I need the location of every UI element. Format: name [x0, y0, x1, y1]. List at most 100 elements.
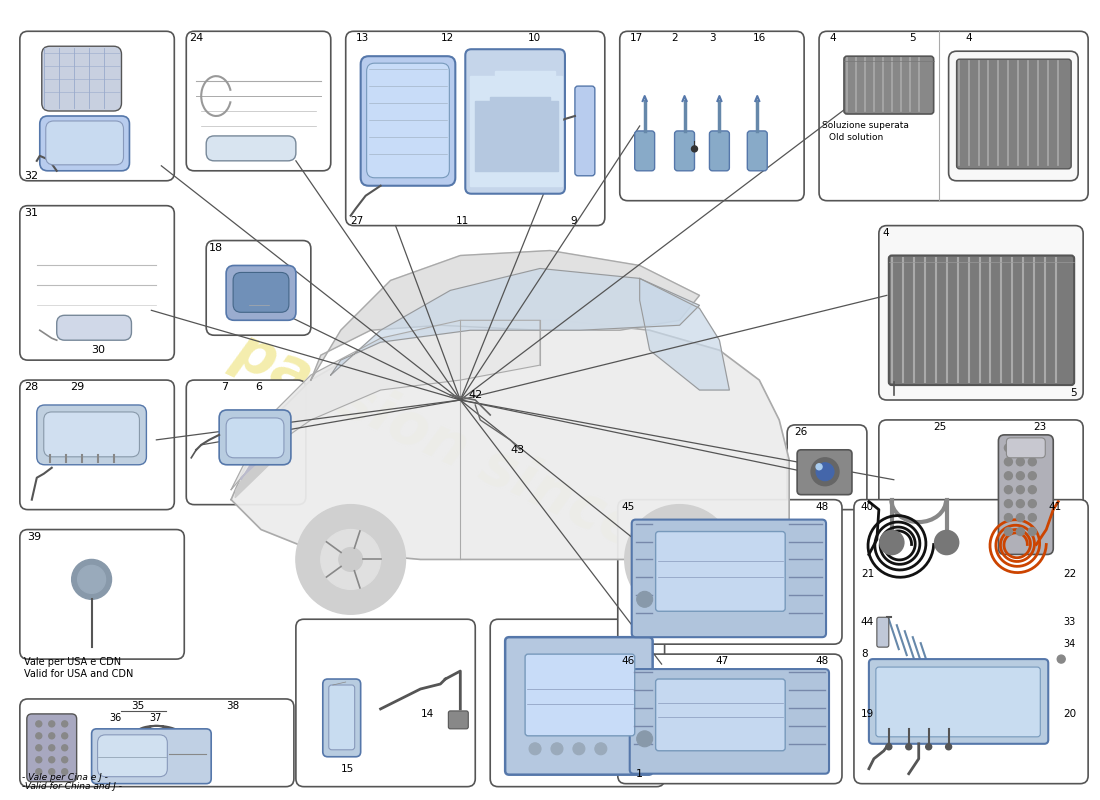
FancyBboxPatch shape [322, 679, 361, 757]
Circle shape [1028, 472, 1036, 480]
Text: 37: 37 [150, 713, 162, 723]
Circle shape [595, 743, 607, 754]
Circle shape [1016, 444, 1024, 452]
FancyBboxPatch shape [366, 63, 450, 178]
FancyBboxPatch shape [788, 425, 867, 510]
Text: 15: 15 [341, 764, 354, 774]
Text: 18: 18 [209, 242, 223, 253]
FancyBboxPatch shape [656, 679, 785, 750]
Text: Old solution: Old solution [829, 133, 883, 142]
Circle shape [1016, 458, 1024, 466]
Text: 35: 35 [132, 701, 145, 711]
Text: 11: 11 [455, 216, 469, 226]
FancyBboxPatch shape [449, 711, 469, 729]
Circle shape [1028, 444, 1036, 452]
Circle shape [62, 745, 68, 750]
Circle shape [816, 462, 834, 481]
Circle shape [48, 733, 55, 739]
FancyBboxPatch shape [999, 435, 1053, 554]
FancyBboxPatch shape [635, 131, 654, 170]
Text: 20: 20 [1064, 709, 1076, 719]
FancyBboxPatch shape [820, 31, 1088, 201]
FancyBboxPatch shape [618, 654, 842, 784]
FancyBboxPatch shape [879, 226, 1084, 400]
Circle shape [1004, 500, 1012, 508]
Polygon shape [241, 435, 270, 480]
FancyBboxPatch shape [948, 51, 1078, 181]
FancyBboxPatch shape [20, 699, 294, 786]
Text: -Valid for China and J -: -Valid for China and J - [22, 782, 122, 790]
Text: 17: 17 [629, 34, 644, 43]
Text: Valid for USA and CDN: Valid for USA and CDN [24, 669, 133, 679]
Text: 4: 4 [883, 228, 890, 238]
Circle shape [296, 505, 406, 614]
Circle shape [62, 733, 68, 739]
Polygon shape [471, 71, 562, 186]
Circle shape [62, 769, 68, 774]
Circle shape [1016, 527, 1024, 535]
FancyBboxPatch shape [233, 273, 289, 312]
Circle shape [668, 547, 692, 571]
Text: 47: 47 [715, 656, 728, 666]
Circle shape [816, 464, 822, 470]
Text: 9: 9 [570, 216, 576, 226]
Circle shape [886, 744, 892, 750]
Circle shape [62, 721, 68, 727]
FancyBboxPatch shape [329, 685, 354, 750]
FancyBboxPatch shape [798, 450, 851, 494]
Circle shape [78, 566, 106, 594]
Polygon shape [231, 320, 540, 490]
FancyBboxPatch shape [575, 86, 595, 176]
Circle shape [36, 745, 42, 750]
FancyBboxPatch shape [227, 266, 296, 320]
FancyBboxPatch shape [44, 412, 140, 457]
Text: 3: 3 [710, 34, 716, 43]
FancyBboxPatch shape [46, 121, 123, 165]
Text: passion since 1946: passion since 1946 [224, 322, 816, 638]
Circle shape [1028, 486, 1036, 494]
Circle shape [48, 757, 55, 762]
FancyBboxPatch shape [20, 380, 174, 510]
Text: Soluzione superata: Soluzione superata [822, 121, 909, 130]
Polygon shape [311, 250, 700, 380]
Text: 4: 4 [829, 34, 836, 43]
FancyBboxPatch shape [957, 59, 1071, 169]
FancyBboxPatch shape [20, 206, 174, 360]
Circle shape [339, 547, 363, 571]
FancyBboxPatch shape [869, 659, 1048, 744]
Circle shape [1004, 472, 1012, 480]
FancyBboxPatch shape [710, 131, 729, 170]
FancyBboxPatch shape [656, 531, 785, 611]
Circle shape [321, 530, 381, 590]
FancyBboxPatch shape [505, 637, 652, 774]
Text: 16: 16 [754, 34, 767, 43]
Text: 8: 8 [861, 649, 868, 659]
FancyBboxPatch shape [491, 619, 664, 786]
FancyBboxPatch shape [26, 714, 77, 782]
FancyBboxPatch shape [877, 618, 889, 647]
Polygon shape [235, 430, 271, 498]
Text: 23: 23 [1033, 422, 1046, 432]
FancyBboxPatch shape [206, 136, 296, 161]
FancyBboxPatch shape [36, 405, 146, 465]
Text: 34: 34 [1064, 639, 1076, 649]
Polygon shape [231, 320, 789, 570]
Text: 48: 48 [815, 502, 828, 512]
FancyBboxPatch shape [186, 380, 306, 505]
Circle shape [1028, 500, 1036, 508]
Circle shape [625, 505, 735, 614]
Text: 32: 32 [24, 170, 38, 181]
FancyBboxPatch shape [844, 56, 934, 114]
Text: 6: 6 [255, 382, 262, 392]
FancyBboxPatch shape [361, 56, 455, 186]
Circle shape [905, 744, 912, 750]
FancyBboxPatch shape [674, 131, 694, 170]
FancyBboxPatch shape [525, 654, 635, 736]
Circle shape [36, 769, 42, 774]
Circle shape [72, 559, 111, 599]
Text: 44: 44 [861, 618, 875, 627]
Circle shape [1016, 500, 1024, 508]
Text: 26: 26 [794, 427, 807, 437]
Circle shape [880, 530, 904, 554]
Circle shape [1004, 458, 1012, 466]
